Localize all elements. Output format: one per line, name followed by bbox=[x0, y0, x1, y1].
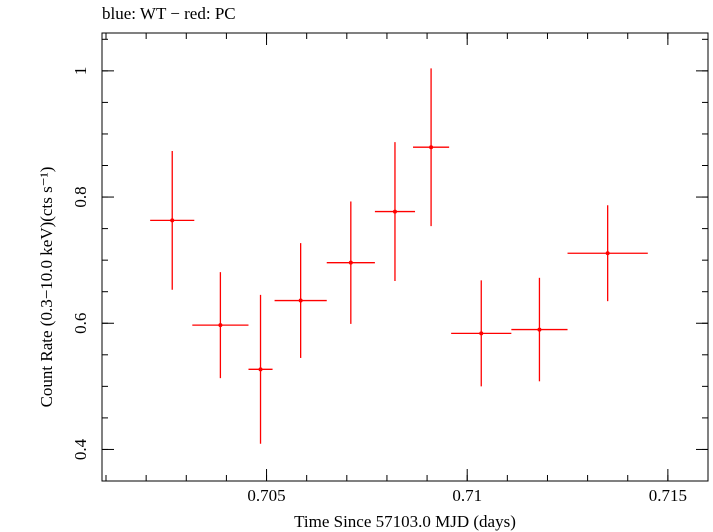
x-tick-label: 0.71 bbox=[452, 486, 482, 505]
data-point bbox=[248, 294, 273, 444]
data-point bbox=[567, 205, 648, 302]
point-marker bbox=[479, 331, 484, 336]
plot-frame bbox=[101, 32, 709, 482]
point-marker bbox=[218, 323, 223, 328]
data-points bbox=[150, 68, 648, 444]
data-point bbox=[374, 142, 416, 281]
y-tick-label: 0.4 bbox=[71, 438, 90, 460]
y-tick-label: 0.8 bbox=[71, 186, 90, 207]
point-marker bbox=[605, 251, 610, 256]
y-tick-label: 0.6 bbox=[71, 313, 90, 334]
x-tick-label: 0.705 bbox=[247, 486, 285, 505]
point-marker bbox=[298, 298, 303, 303]
data-point bbox=[451, 280, 512, 387]
data-point bbox=[274, 243, 327, 358]
y-axis-label: Count Rate (0.3−10.0 keV)(cts s⁻¹) bbox=[37, 167, 56, 408]
y-tick-label: 1 bbox=[71, 67, 90, 76]
data-point bbox=[192, 272, 249, 379]
point-marker bbox=[348, 260, 353, 265]
x-axis-label: Time Since 57103.0 MJD (days) bbox=[294, 512, 516, 531]
data-point bbox=[326, 201, 375, 324]
data-point bbox=[413, 68, 450, 227]
data-point bbox=[511, 277, 568, 382]
point-marker bbox=[258, 367, 263, 372]
point-marker bbox=[429, 145, 434, 150]
chart-title: blue: WT − red: PC bbox=[102, 4, 236, 23]
point-marker bbox=[170, 218, 175, 223]
point-marker bbox=[537, 327, 542, 332]
x-tick-label: 0.715 bbox=[649, 486, 687, 505]
point-marker bbox=[392, 209, 397, 214]
data-point bbox=[150, 150, 195, 290]
axes: 0.705 0.71 0.715 0.4 0.6 0.8 1 bbox=[71, 32, 709, 505]
